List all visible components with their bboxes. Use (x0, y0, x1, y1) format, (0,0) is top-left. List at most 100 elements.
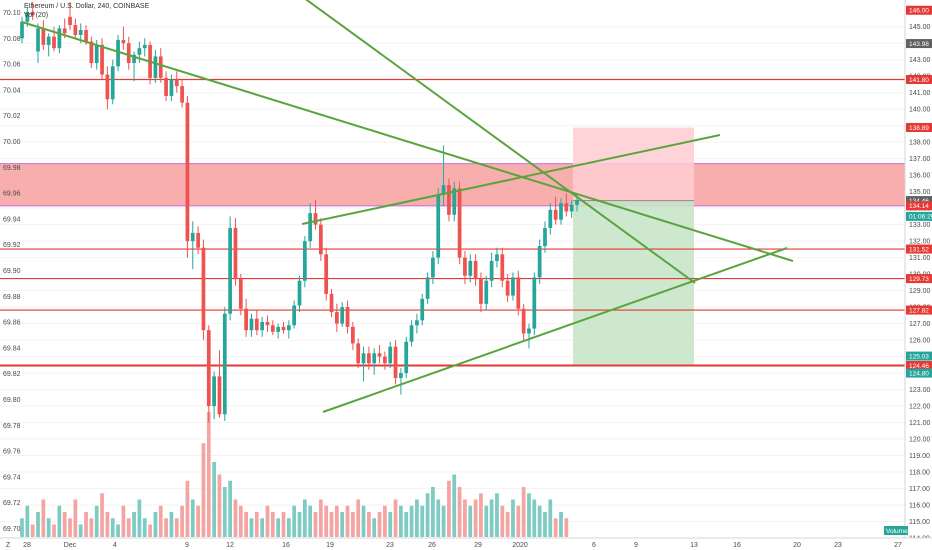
volume-bar (169, 512, 174, 537)
volume-bar (116, 524, 120, 537)
trendline (305, 0, 696, 284)
plot-background (0, 0, 905, 538)
volume-bar (196, 505, 200, 537)
right-axis-panel (905, 0, 932, 538)
candle-body (313, 213, 318, 225)
right-axis-tick: 140.00 (909, 107, 931, 114)
left-axis-tick: 69.80 (3, 397, 21, 404)
volume-bar (292, 505, 297, 537)
candle-body (126, 43, 131, 64)
right-axis-tick: 119.00 (909, 453, 930, 460)
candle-body (377, 353, 382, 357)
volume-bar (142, 518, 147, 537)
candle-body (132, 54, 136, 64)
volume-bar (100, 493, 104, 537)
volume-bar (254, 512, 259, 537)
candle-body (500, 254, 505, 281)
right-axis-tick: 126.00 (909, 338, 931, 345)
volume-bar (52, 524, 56, 537)
candle-body (46, 36, 51, 45)
svg-text:127.82: 127.82 (909, 307, 929, 314)
right-axis-tick: 136.00 (909, 173, 931, 180)
candle-body (78, 30, 83, 35)
candle-body (164, 77, 168, 97)
candle-body (479, 279, 483, 304)
time-axis-tick: 23 (834, 542, 842, 549)
left-axis-tick: 70.04 (3, 87, 21, 94)
volume-bar (399, 505, 403, 537)
time-axis-tick: 28 (23, 542, 31, 549)
time-axis-tick: 12 (226, 542, 234, 549)
volume-bar (318, 499, 323, 537)
right-axis-tick: 120.00 (909, 437, 931, 444)
candle-body (100, 44, 104, 75)
candle-body (527, 328, 531, 334)
time-axis-tick: Z (6, 542, 11, 549)
candle-body (52, 36, 56, 49)
candle-body (468, 260, 473, 276)
volume-bar (94, 505, 99, 537)
volume-bars (20, 412, 569, 537)
volume-bar (190, 499, 195, 537)
candle-body (399, 373, 403, 379)
svg-text:01:06:29: 01:06:29 (909, 214, 932, 221)
candle-body (286, 325, 291, 331)
volume-bar (238, 505, 243, 537)
volume-bar (543, 512, 547, 537)
candle-body (25, 11, 30, 22)
volume-indicator-label: Vol (20) (24, 12, 48, 19)
candle-body (521, 308, 526, 334)
volume-bar (473, 499, 478, 537)
volume-bar (132, 512, 136, 537)
volume-bar (447, 480, 451, 537)
volume-bar (500, 505, 505, 537)
time-axis-tick: Dec (64, 542, 77, 549)
right-axis-tick: 121.00 (909, 420, 931, 427)
time-axis-panel (0, 538, 932, 550)
candle-body (153, 56, 158, 78)
left-axis: 70.10 70.08 70.06 70.04 70.02 70.00 69.98 69.96… (3, 10, 21, 533)
candle-body (329, 293, 334, 313)
candle-body (334, 312, 339, 324)
candle-body (548, 209, 553, 228)
volume-bar (180, 505, 184, 537)
candle-body (415, 320, 419, 326)
candle-body (505, 280, 510, 296)
volume-bar (302, 499, 307, 537)
right-axis-tick: 137.00 (909, 156, 931, 163)
candle-body (196, 232, 200, 248)
volume-bar (383, 505, 387, 537)
right-axis-tick: 129.00 (909, 288, 931, 295)
time-axis-tick: 2020 (512, 542, 528, 549)
volume-bar (110, 518, 115, 537)
price-tag: 124.80 (906, 368, 932, 378)
svg-text:Volume: Volume (886, 528, 908, 535)
candle-body (302, 241, 307, 281)
candle-body (105, 74, 110, 100)
time-axis-tick: 20 (793, 542, 801, 549)
volume-bar (334, 505, 339, 537)
candle-body (260, 321, 265, 331)
volume-bar (137, 499, 142, 537)
price-tag: 129.73 (906, 274, 932, 284)
volume-bar (228, 480, 232, 537)
volume-bar (511, 499, 515, 537)
candle-body (116, 39, 120, 67)
volume-bar (57, 505, 62, 537)
volume-bar (489, 499, 494, 537)
right-axis-tick: 122.00 (909, 404, 931, 411)
candle-body (318, 224, 323, 255)
candle-body (447, 185, 451, 215)
time-axis-tick: 16 (282, 542, 290, 549)
volume-bar (404, 512, 409, 537)
time-axis-tick: 26 (428, 542, 436, 549)
volume-bar (516, 505, 521, 537)
volume-bar (217, 474, 222, 537)
right-axis-tick: 117.00 (909, 486, 930, 493)
time-axis-tick: 9 (634, 542, 638, 549)
right-axis-tick: 133.00 (909, 222, 931, 229)
volume-bar (553, 518, 558, 537)
candle-body (345, 307, 350, 327)
candle-body (452, 188, 457, 215)
